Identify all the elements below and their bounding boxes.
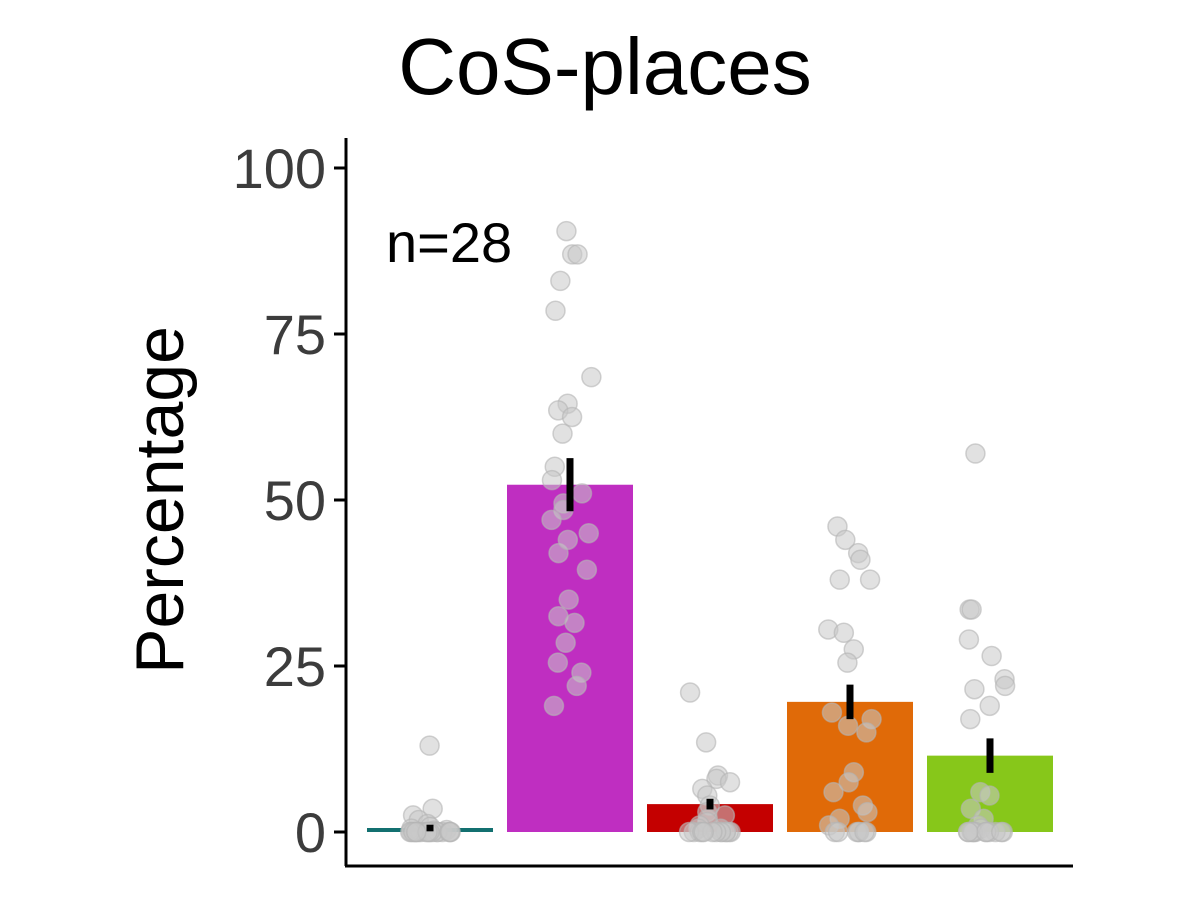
data-point (958, 629, 980, 650)
data-point (979, 785, 1000, 806)
data-point (693, 821, 714, 843)
data-point (695, 732, 717, 753)
data-point (552, 423, 573, 444)
data-point (566, 675, 587, 697)
data-point (823, 781, 844, 803)
data-point (827, 821, 849, 843)
data-point (857, 801, 878, 823)
y-tick-label: 75 (264, 303, 326, 366)
data-point (837, 652, 858, 673)
data-point (541, 509, 562, 531)
data-point (576, 559, 598, 580)
data-point (854, 821, 875, 843)
y-axis-label: Percentage (122, 326, 198, 674)
data-point (958, 821, 979, 843)
data-point (838, 771, 859, 793)
data-point (419, 735, 440, 756)
data-point (571, 483, 593, 504)
data-point (961, 599, 982, 620)
data-point (561, 406, 583, 428)
data-point (564, 612, 585, 634)
y-tick-label: 100 (233, 137, 326, 200)
data-point (981, 645, 1002, 667)
data-point (581, 366, 602, 388)
points-layer (399, 220, 1016, 843)
data-point (557, 529, 579, 551)
data-point (994, 675, 1016, 697)
data-point (991, 821, 1012, 843)
data-point (829, 569, 850, 590)
data-point (719, 771, 741, 793)
data-point (859, 569, 881, 590)
data-point (964, 678, 985, 700)
data-point (555, 632, 576, 654)
data-point (543, 695, 565, 717)
sample-size-annotation: n=28 (386, 211, 512, 274)
data-point (821, 702, 843, 723)
data-point (550, 270, 571, 292)
data-point (541, 469, 563, 491)
chart-title: CoS-places (398, 22, 812, 111)
data-point (545, 300, 566, 322)
y-ticks: 0 25 50 75 100 (233, 137, 346, 864)
data-point (833, 622, 855, 644)
data-point (406, 821, 427, 843)
error-bars-layer (426, 458, 994, 832)
y-tick-label: 50 (264, 469, 326, 532)
y-tick-label: 25 (264, 635, 326, 698)
data-point (578, 522, 600, 544)
data-point (856, 722, 877, 743)
data-point (439, 821, 461, 843)
data-point (558, 589, 579, 610)
data-point (850, 549, 871, 571)
data-point (835, 529, 856, 551)
data-point (547, 652, 569, 673)
data-point (979, 695, 1000, 717)
data-point (567, 244, 588, 265)
data-point (556, 220, 577, 242)
data-point (965, 443, 986, 464)
data-point (960, 708, 981, 730)
y-tick-label: 0 (295, 801, 326, 864)
data-point (679, 682, 701, 703)
